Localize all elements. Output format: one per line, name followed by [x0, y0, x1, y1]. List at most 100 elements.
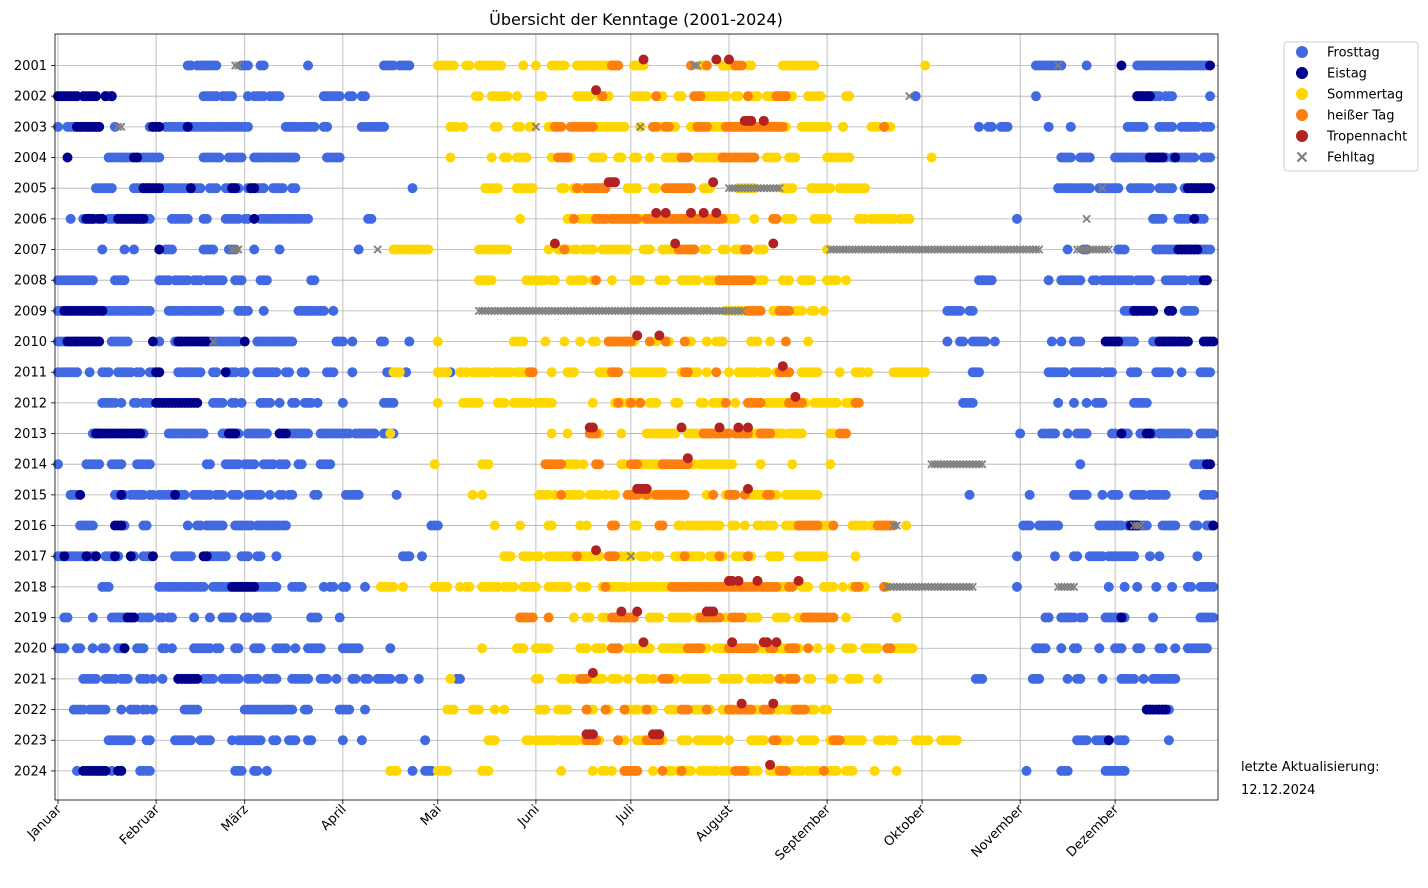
data-point [508, 581, 519, 592]
data-point [847, 643, 858, 654]
data-point [644, 643, 655, 654]
data-point [736, 612, 747, 623]
fehltag-point [958, 582, 968, 592]
data-point [780, 91, 791, 102]
data-point [622, 673, 633, 684]
fehltag-point [993, 245, 1003, 254]
data-point [1075, 336, 1086, 347]
data-point [445, 152, 456, 163]
data-point [572, 551, 583, 562]
data-point [477, 643, 488, 654]
fehltag-point [658, 306, 667, 316]
data-point [473, 397, 484, 408]
data-point [679, 489, 690, 500]
data-point [1163, 735, 1174, 746]
data-point [853, 673, 864, 684]
data-point [638, 637, 649, 648]
data-point [518, 336, 529, 347]
fehltag-point [892, 521, 901, 530]
data-point [344, 704, 355, 715]
data-point [499, 704, 510, 715]
data-point [1078, 612, 1089, 623]
fehltag-point [737, 306, 746, 316]
fehltag-point [1079, 245, 1088, 254]
data-point [1034, 673, 1045, 684]
fehltag-point [1104, 245, 1114, 254]
data-point [682, 704, 693, 715]
data-point [1141, 397, 1152, 408]
data-point [192, 673, 203, 684]
data-point [904, 213, 915, 224]
fehltag-point [958, 459, 968, 469]
data-point [926, 152, 937, 163]
data-point [534, 673, 545, 684]
data-point [676, 91, 687, 102]
data-point [303, 673, 314, 684]
fehltag-point [623, 306, 632, 316]
data-point [242, 60, 253, 71]
fehltag-point [939, 459, 949, 469]
data-point [1062, 673, 1073, 684]
data-point [312, 489, 323, 500]
data-point [274, 244, 285, 255]
data-point [974, 121, 985, 132]
data-point [1205, 367, 1216, 378]
data-point [651, 183, 662, 194]
fehltag-point [231, 245, 240, 254]
data-point [312, 612, 323, 623]
fehltag-point [949, 459, 958, 469]
data-point [65, 213, 76, 224]
xtick-label: November [969, 802, 1028, 861]
data-point [391, 765, 402, 776]
data-point [499, 397, 510, 408]
data-point [809, 60, 820, 71]
fehltag-point [639, 306, 648, 316]
data-point [1065, 121, 1076, 132]
fehltag-point [724, 183, 734, 193]
data-point [492, 121, 503, 132]
data-point [473, 704, 484, 715]
data-point [1097, 489, 1108, 500]
data-point [673, 397, 684, 408]
data-point [736, 60, 747, 71]
data-point [686, 765, 696, 776]
data-point [527, 367, 538, 378]
fehltag-point [974, 459, 984, 469]
data-point [407, 765, 418, 776]
data-point [97, 213, 108, 224]
xtick-label: Juni [515, 802, 543, 830]
data-point [505, 551, 516, 562]
data-point [1208, 581, 1219, 592]
fehltag-point [886, 245, 895, 254]
fehltag-point [734, 183, 743, 193]
fehltag-point [857, 245, 867, 254]
data-point [284, 367, 295, 378]
data-point [217, 275, 228, 286]
fehltag-point [981, 245, 990, 254]
data-point [951, 735, 962, 746]
data-point [761, 637, 772, 648]
data-point [299, 367, 310, 378]
data-point [863, 367, 874, 378]
fehltag-point [930, 245, 939, 254]
data-point [774, 673, 785, 684]
data-point [1157, 643, 1168, 654]
data-point [154, 244, 165, 255]
data-point [562, 152, 573, 163]
data-point [179, 489, 190, 500]
data-point [527, 121, 538, 132]
fehltag-point [930, 459, 939, 469]
data-point [144, 305, 155, 316]
data-point [290, 735, 301, 746]
data-point [394, 367, 405, 378]
data-point [581, 581, 592, 592]
data-point [581, 673, 592, 684]
data-point [236, 275, 247, 286]
fehltag-point [1009, 245, 1019, 254]
fehltag-point [693, 61, 702, 70]
data-point [546, 428, 557, 439]
data-point [825, 459, 836, 470]
fehltag-point [1031, 245, 1041, 254]
data-point [989, 336, 1000, 347]
ytick-label: 2008 [14, 274, 47, 289]
